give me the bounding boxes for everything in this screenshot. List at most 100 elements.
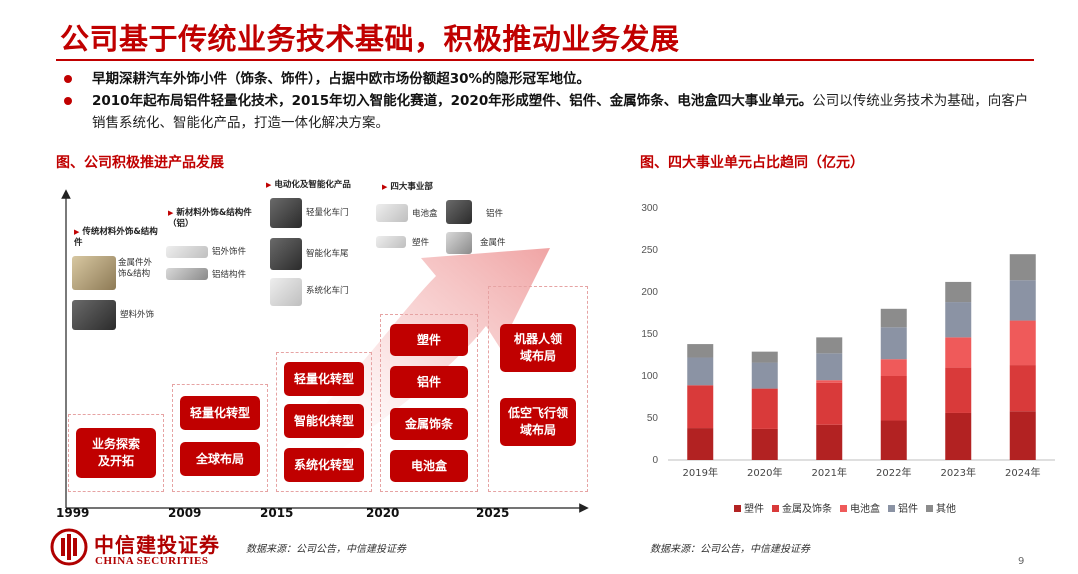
item-label: 电池盒	[412, 209, 438, 219]
right-data-source: 数据来源：公司公告，中信建投证券	[650, 544, 810, 555]
y-tick-label: 300	[641, 203, 658, 214]
triangle-bullet-icon: ▶	[168, 209, 174, 217]
item-label: 智能化车尾	[306, 249, 349, 259]
stage-box-1999	[68, 414, 164, 492]
company-logo: 中信建投证券 CHINA SECURITIES	[50, 528, 250, 570]
stage-2025-low-altitude: 低空飞行领域布局	[500, 398, 576, 446]
bar-segment	[880, 359, 907, 376]
battery-box-thumbnail	[376, 204, 408, 222]
title-divider	[56, 59, 1034, 61]
bar-segment	[751, 428, 778, 460]
bullet-bold-text: 2010年起布局铝件轻量化技术，2015年切入智能化赛道，2020年形成塑件、铝…	[92, 93, 813, 109]
bar-segment	[816, 380, 843, 383]
bar-segment	[687, 385, 714, 429]
bar-segment	[945, 367, 972, 413]
bullet-item: 早期深耕汽车外饰小件（饰条、饰件），占据中欧市场份额超30%的隐形冠军地位。	[64, 68, 1034, 90]
x-tick-label: 2023年	[941, 466, 976, 479]
y-tick-label: 0	[652, 455, 658, 466]
stage-box-2009	[172, 384, 268, 492]
left-data-source: 数据来源：公司公告，中信建投证券	[246, 544, 406, 555]
bar-segment	[945, 412, 972, 460]
page-number: 9	[1018, 556, 1025, 567]
logo-english-text: CHINA SECURITIES	[95, 555, 209, 567]
aluminum-trim-thumbnail	[166, 246, 208, 258]
bar-segment	[751, 388, 778, 429]
plastic-trim-thumbnail	[72, 300, 116, 330]
bar-segment	[945, 281, 972, 303]
bar-segment	[687, 428, 714, 460]
stage-2025-robot: 机器人领域布局	[500, 324, 576, 372]
bar-segment	[687, 344, 714, 358]
bullet-bold-text: 早期深耕汽车外饰小件（饰条、饰件），占据中欧市场份额超30%的隐形冠军地位。	[92, 71, 591, 87]
metal-trim-thumbnail	[72, 256, 116, 290]
bar-segment	[816, 424, 843, 460]
citic-logo-icon	[50, 528, 88, 566]
stage-2020-battery: 电池盒	[390, 450, 468, 482]
bar-segment	[816, 382, 843, 425]
light-door-thumbnail	[270, 198, 302, 228]
year-label: 2025	[476, 506, 510, 520]
system-door-thumbnail	[270, 278, 302, 306]
stage-2009-lightweight: 轻量化转型	[180, 396, 260, 430]
item-label: 系统化车门	[306, 286, 349, 296]
stage-2015-lightweight: 轻量化转型	[284, 362, 364, 396]
bar-segment	[880, 376, 907, 421]
stage-2015-smart: 智能化转型	[284, 404, 364, 438]
bar-segment	[1009, 365, 1036, 412]
bar-segment	[880, 327, 907, 360]
stage-box-2020	[380, 314, 478, 492]
bar-segment	[816, 337, 843, 354]
item-label: 轻量化车门	[306, 208, 349, 218]
summary-bullets: 早期深耕汽车外饰小件（饰条、饰件），占据中欧市场份额超30%的隐形冠军地位。 2…	[64, 68, 1034, 134]
page-title: 公司基于传统业务技术基础，积极推动业务发展	[60, 22, 680, 56]
left-figure-title: 图、公司积极推进产品发展	[56, 155, 224, 171]
y-tick-label: 200	[641, 287, 658, 298]
legend-label: 铝件	[898, 503, 918, 515]
group-title-new-material: ▶ 新材料外饰&结构件（铝）	[168, 208, 252, 229]
year-label: 1999	[56, 506, 90, 520]
plastic-part-thumbnail	[376, 236, 406, 248]
x-tick-label: 2019年	[683, 466, 718, 479]
item-label: 塑件	[412, 238, 430, 248]
legend-swatch	[888, 505, 895, 512]
stage-2020-plastic: 塑件	[390, 324, 468, 356]
bar-segment	[687, 357, 714, 386]
group-title-electric-smart: ▶ 电动化及智能化产品	[266, 180, 351, 190]
bullet-dot-icon	[64, 97, 72, 105]
legend-label: 塑件	[744, 503, 764, 515]
y-tick-label: 150	[641, 329, 658, 340]
bar-segment	[816, 353, 843, 381]
product-evolution-diagram: ▶ 传统材料外饰&结构件 金属件外饰&结构 塑料外饰 ▶ 新材料外饰&结构件（铝） …	[56, 176, 596, 521]
item-label: 铝结构件	[212, 270, 247, 280]
smart-tailgate-thumbnail	[270, 238, 302, 270]
aluminum-part-thumbnail	[446, 200, 472, 224]
bar-segment	[1009, 411, 1036, 460]
legend-swatch	[772, 505, 779, 512]
year-label: 2009	[168, 506, 202, 520]
x-tick-label: 2024年	[1005, 466, 1040, 479]
stage-1999-explore: 业务探索及开拓	[76, 428, 156, 478]
bar-segment	[880, 420, 907, 460]
legend-label: 金属及饰条	[782, 502, 832, 515]
year-label: 2015	[260, 506, 294, 520]
bar-segment	[751, 362, 778, 389]
right-figure-title: 图、四大事业单元占比趋同（亿元）	[640, 155, 864, 171]
bar-segment	[1009, 254, 1036, 281]
bar-segment	[880, 308, 907, 328]
legend-label: 电池盒	[850, 502, 880, 515]
bar-segment	[945, 337, 972, 368]
y-tick-label: 250	[641, 245, 658, 256]
x-tick-label: 2021年	[812, 466, 847, 479]
chart-svg: 0 50 100 150 200 250 300 2019年 2020年 2021年 2022年 20…	[641, 203, 1055, 515]
legend-swatch	[734, 505, 741, 512]
legend-swatch	[840, 505, 847, 512]
legend-swatch	[926, 505, 933, 512]
x-tick-label: 2020年	[747, 466, 782, 479]
y-tick-label: 100	[641, 371, 658, 382]
stage-2020-aluminum: 铝件	[390, 366, 468, 398]
legend-label: 其他	[936, 502, 956, 515]
stage-box-2025	[488, 286, 588, 492]
bar-segment	[945, 302, 972, 338]
logo-chinese-text: 中信建投证券	[94, 533, 220, 557]
bullet-item: 2010年起布局铝件轻量化技术，2015年切入智能化赛道，2020年形成塑件、铝…	[64, 90, 1034, 134]
